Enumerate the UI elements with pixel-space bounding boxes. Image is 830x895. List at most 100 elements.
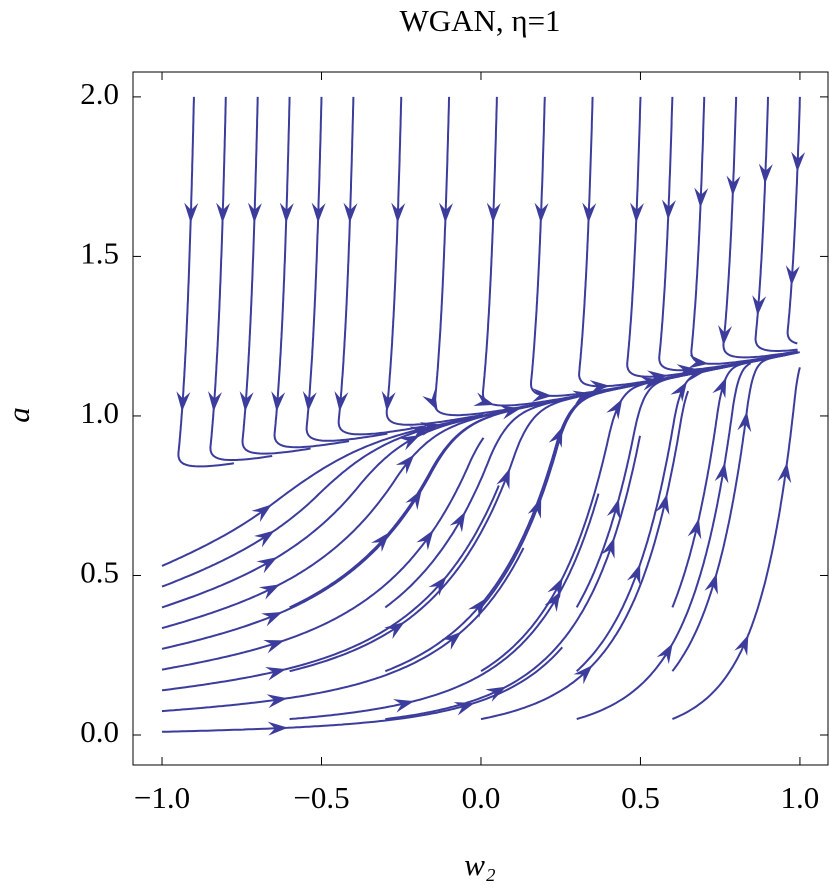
chart-title: WGAN, η=1 <box>399 3 560 38</box>
streamline <box>626 96 772 378</box>
stream-arrow <box>216 202 231 223</box>
x-tick-label: −1.0 <box>134 780 190 815</box>
streamline <box>786 96 801 345</box>
stream-arrow <box>422 389 438 411</box>
stream-arrow <box>661 199 676 220</box>
stream-arrow <box>261 612 283 627</box>
stream-arrow <box>544 591 561 613</box>
stream-arrow <box>694 187 709 208</box>
stream-arrow <box>441 631 462 650</box>
x-tick-label: −0.5 <box>293 780 349 815</box>
stream-arrow <box>589 379 610 394</box>
stream-arrow <box>573 665 593 685</box>
stream-arrow <box>785 265 800 286</box>
stream-arrow <box>582 202 597 223</box>
stream-arrow <box>438 202 453 223</box>
stream-arrow <box>684 368 706 382</box>
stream-arrow <box>453 702 475 716</box>
streamline <box>209 96 273 461</box>
stream-arrow <box>371 532 390 553</box>
stream-arrow <box>334 390 349 412</box>
stream-arrow <box>384 621 405 640</box>
stream-arrow <box>254 530 275 548</box>
streamline <box>658 96 798 372</box>
streamline <box>754 96 798 352</box>
plot-frame <box>132 71 829 766</box>
stream-arrow <box>302 391 317 412</box>
streamline <box>161 646 564 733</box>
streamline <box>575 351 800 608</box>
stream-arrow <box>251 504 272 523</box>
stream-arrow <box>395 454 415 475</box>
y-tick-label: 0.5 <box>80 555 119 590</box>
streamline <box>480 390 690 721</box>
streamline <box>385 435 641 721</box>
streamline <box>480 367 721 673</box>
stream-arrow <box>473 392 495 406</box>
y-tick-label: 1.5 <box>80 236 119 271</box>
x-tick-label: 1.0 <box>781 780 820 815</box>
stream-arrow <box>752 295 767 316</box>
x-tick-label: 0.0 <box>462 780 501 815</box>
stream-arrow <box>409 426 431 440</box>
stream-arrow <box>311 202 326 223</box>
streamline <box>161 409 508 630</box>
stream-arrow <box>737 411 752 433</box>
stream-arrow <box>393 699 415 713</box>
stream-arrow <box>712 377 727 399</box>
stream-arrow <box>548 426 563 448</box>
stream-arrow <box>572 390 594 405</box>
streamline <box>177 96 235 468</box>
stream-arrow <box>527 497 542 519</box>
stream-arrow <box>449 511 466 533</box>
streamline <box>671 351 799 672</box>
stream-arrow <box>704 573 718 595</box>
y-tick-label: 1.0 <box>80 395 119 430</box>
streamline <box>289 396 578 673</box>
stream-arrow <box>734 634 749 656</box>
streamline <box>161 437 485 671</box>
stream-arrow <box>256 557 278 574</box>
stream-arrow <box>640 376 662 391</box>
streamline <box>161 402 544 567</box>
x-tick-label: 0.5 <box>621 780 660 815</box>
y-tick-label: 0.0 <box>80 714 119 749</box>
stream-arrow <box>531 388 553 403</box>
stream-arrow <box>486 202 501 223</box>
stream-arrow <box>629 202 644 223</box>
x-axis-label: w₂ <box>464 847 496 882</box>
stream-arrow <box>239 391 254 412</box>
stream-arrow <box>279 202 294 223</box>
streamline <box>671 367 801 721</box>
streamline <box>241 96 311 455</box>
stream-arrow <box>419 422 441 436</box>
stream-arrow <box>265 666 287 681</box>
streamline <box>337 96 426 436</box>
stream-arrow <box>670 381 688 403</box>
stream-arrow <box>391 202 406 223</box>
stream-arrow <box>263 640 285 654</box>
stream-arrow <box>758 163 773 184</box>
stream-arrow <box>606 498 621 520</box>
stream-arrow <box>726 175 741 196</box>
streamline <box>161 414 493 650</box>
stream-arrow <box>714 462 729 484</box>
streamline <box>529 96 657 397</box>
streamline <box>385 96 484 426</box>
stream-arrow <box>496 468 510 490</box>
streamline <box>273 96 350 449</box>
streamline <box>671 351 798 608</box>
streamline <box>384 371 697 609</box>
stream-arrow <box>601 537 615 559</box>
streamline <box>433 96 542 417</box>
stream-arrow <box>606 398 623 420</box>
streamline <box>161 485 500 692</box>
stream-arrow <box>687 354 709 369</box>
stream-arrow <box>534 202 549 223</box>
stream-arrow <box>267 721 288 736</box>
streamline <box>576 362 752 721</box>
stream-arrow <box>428 576 447 597</box>
stream-arrow <box>718 325 733 346</box>
streamline <box>481 96 599 407</box>
